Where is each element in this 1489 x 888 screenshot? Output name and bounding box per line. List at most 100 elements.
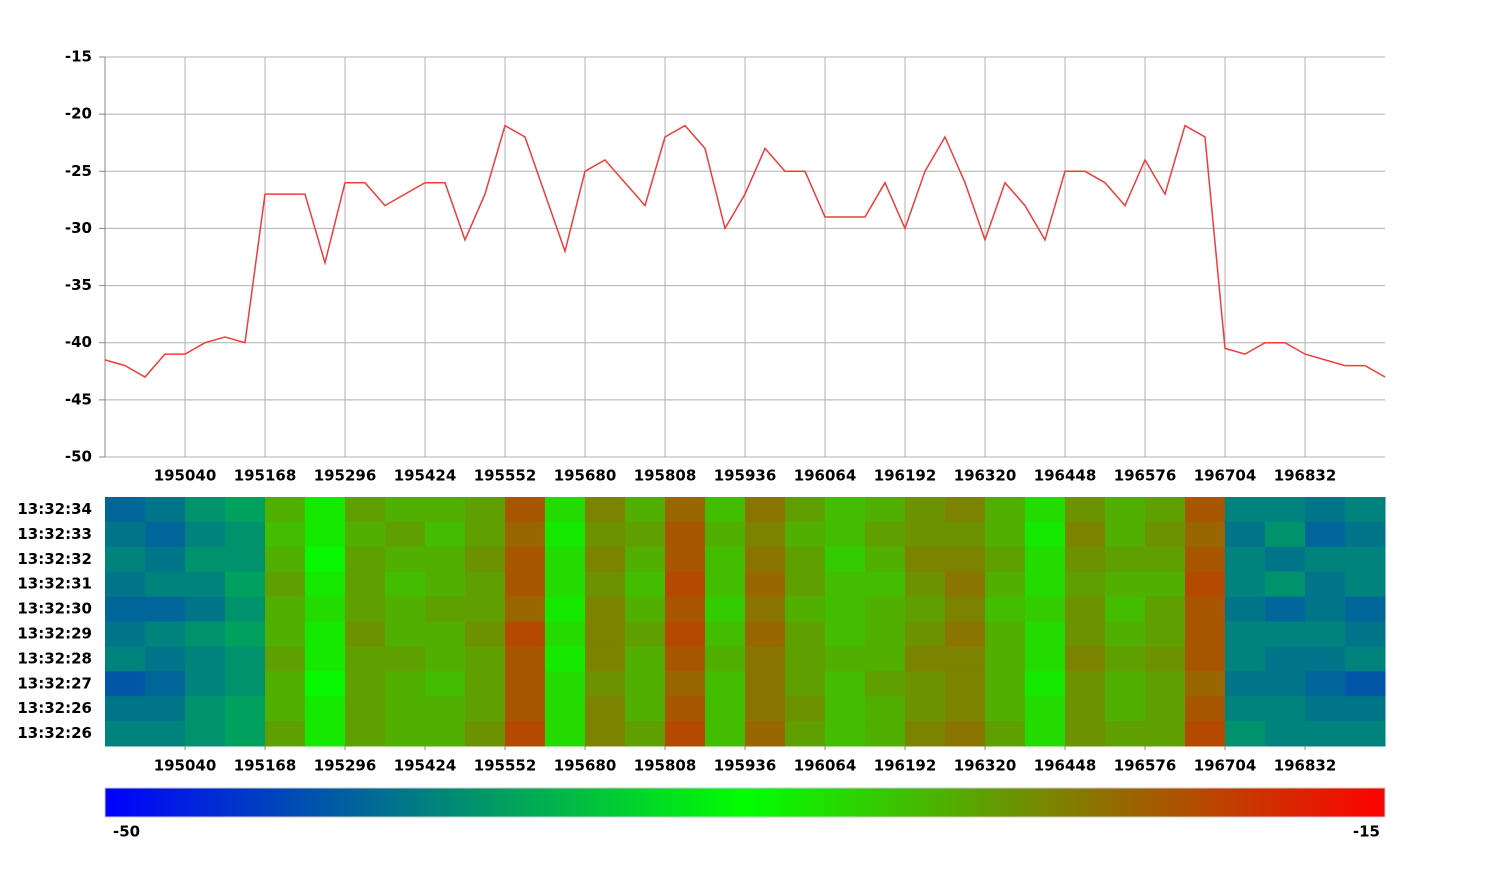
heat-cell xyxy=(465,596,506,622)
heat-cell xyxy=(545,621,586,647)
heat-cell xyxy=(105,721,146,747)
heat-cell xyxy=(345,596,386,622)
heat-cell xyxy=(105,646,146,672)
heat-cell xyxy=(305,596,346,622)
heat-cell xyxy=(105,596,146,622)
heat-cell xyxy=(705,596,746,622)
heat-cell xyxy=(545,721,586,747)
heat-cell xyxy=(1025,721,1066,747)
heat-cell xyxy=(345,696,386,722)
heat-cell xyxy=(1065,497,1106,523)
heat-cell xyxy=(345,497,386,523)
heat-cell xyxy=(305,671,346,697)
x-tick-label: 195808 xyxy=(634,467,697,485)
heat-cell xyxy=(145,596,186,622)
heat-cell xyxy=(1265,721,1306,747)
heat-cell xyxy=(745,696,786,722)
heat-cell xyxy=(1225,696,1266,722)
y-tick-label: -45 xyxy=(65,390,92,408)
heat-cell xyxy=(545,497,586,523)
heat-cell xyxy=(505,571,546,598)
heat-cell xyxy=(1145,596,1186,622)
heat-cell xyxy=(505,546,546,573)
heat-cell xyxy=(1225,571,1266,598)
heat-cell xyxy=(665,671,706,697)
x-tick-label: 196704 xyxy=(1194,757,1257,775)
heat-cell xyxy=(705,646,746,672)
colorbar-max-label: -15 xyxy=(1353,823,1380,841)
heat-cell xyxy=(585,546,626,573)
heat-cell xyxy=(825,521,866,548)
heat-cell xyxy=(1185,671,1226,697)
heat-cell xyxy=(625,621,666,647)
heat-cell xyxy=(585,497,626,523)
heat-cell xyxy=(905,721,946,747)
heat-cell xyxy=(825,621,866,647)
y-tick-label: 13:32:34 xyxy=(17,500,92,518)
heat-cell xyxy=(745,546,786,573)
heat-cell xyxy=(1025,596,1066,622)
y-tick-label: -35 xyxy=(65,276,92,294)
heat-cell xyxy=(585,646,626,672)
heat-cell xyxy=(1105,621,1146,647)
heat-cell xyxy=(105,546,146,573)
heat-cell xyxy=(1345,621,1386,647)
heat-cell xyxy=(825,671,866,697)
heat-cell xyxy=(865,596,906,622)
heat-cell xyxy=(345,721,386,747)
heat-cell xyxy=(585,671,626,697)
heat-cell xyxy=(1025,546,1066,573)
heat-cell xyxy=(425,721,466,747)
heat-cell xyxy=(505,596,546,622)
heat-cell xyxy=(385,546,426,573)
heat-cell xyxy=(1065,621,1106,647)
heat-cell xyxy=(1025,646,1066,672)
heat-cell xyxy=(1225,596,1266,622)
heat-cell xyxy=(425,646,466,672)
heat-cell xyxy=(345,621,386,647)
heat-cell xyxy=(105,571,146,598)
heat-cell xyxy=(225,671,266,697)
colorbar-min-label: -50 xyxy=(113,823,140,841)
heat-cell xyxy=(345,671,386,697)
heat-cell xyxy=(1225,721,1266,747)
heat-cell xyxy=(665,646,706,672)
heat-cell xyxy=(1265,497,1306,523)
heat-cell xyxy=(945,671,986,697)
heat-cell xyxy=(105,521,146,548)
heat-cell xyxy=(905,646,946,672)
heat-cell xyxy=(225,571,266,598)
heat-cell xyxy=(1345,571,1386,598)
heat-cell xyxy=(1065,696,1106,722)
heat-cell xyxy=(585,571,626,598)
heat-cell xyxy=(905,571,946,598)
heat-cell xyxy=(625,497,666,523)
x-tick-label: 196448 xyxy=(1034,757,1097,775)
heat-cell xyxy=(1025,696,1066,722)
heat-cell xyxy=(1105,497,1146,523)
heat-cell xyxy=(585,596,626,622)
heat-cell xyxy=(1185,497,1226,523)
heat-cell xyxy=(1185,571,1226,598)
heat-cell xyxy=(505,721,546,747)
y-tick-label: 13:32:27 xyxy=(17,674,92,692)
heat-cell xyxy=(465,546,506,573)
heat-cell xyxy=(745,646,786,672)
heat-cell xyxy=(145,696,186,722)
heat-cell xyxy=(185,621,226,647)
heat-cell xyxy=(1265,646,1306,672)
heat-cell xyxy=(865,721,906,747)
heat-cell xyxy=(945,497,986,523)
heat-cell xyxy=(1305,671,1346,697)
heat-cell xyxy=(305,721,346,747)
heat-cell xyxy=(1105,546,1146,573)
heat-cell xyxy=(865,646,906,672)
heat-cell xyxy=(105,621,146,647)
heat-cell xyxy=(905,546,946,573)
heat-cell xyxy=(1345,646,1386,672)
x-tick-label: 196320 xyxy=(954,757,1017,775)
heat-cell xyxy=(625,646,666,672)
heat-cell xyxy=(225,546,266,573)
heat-cell xyxy=(825,721,866,747)
heat-cell xyxy=(185,571,226,598)
